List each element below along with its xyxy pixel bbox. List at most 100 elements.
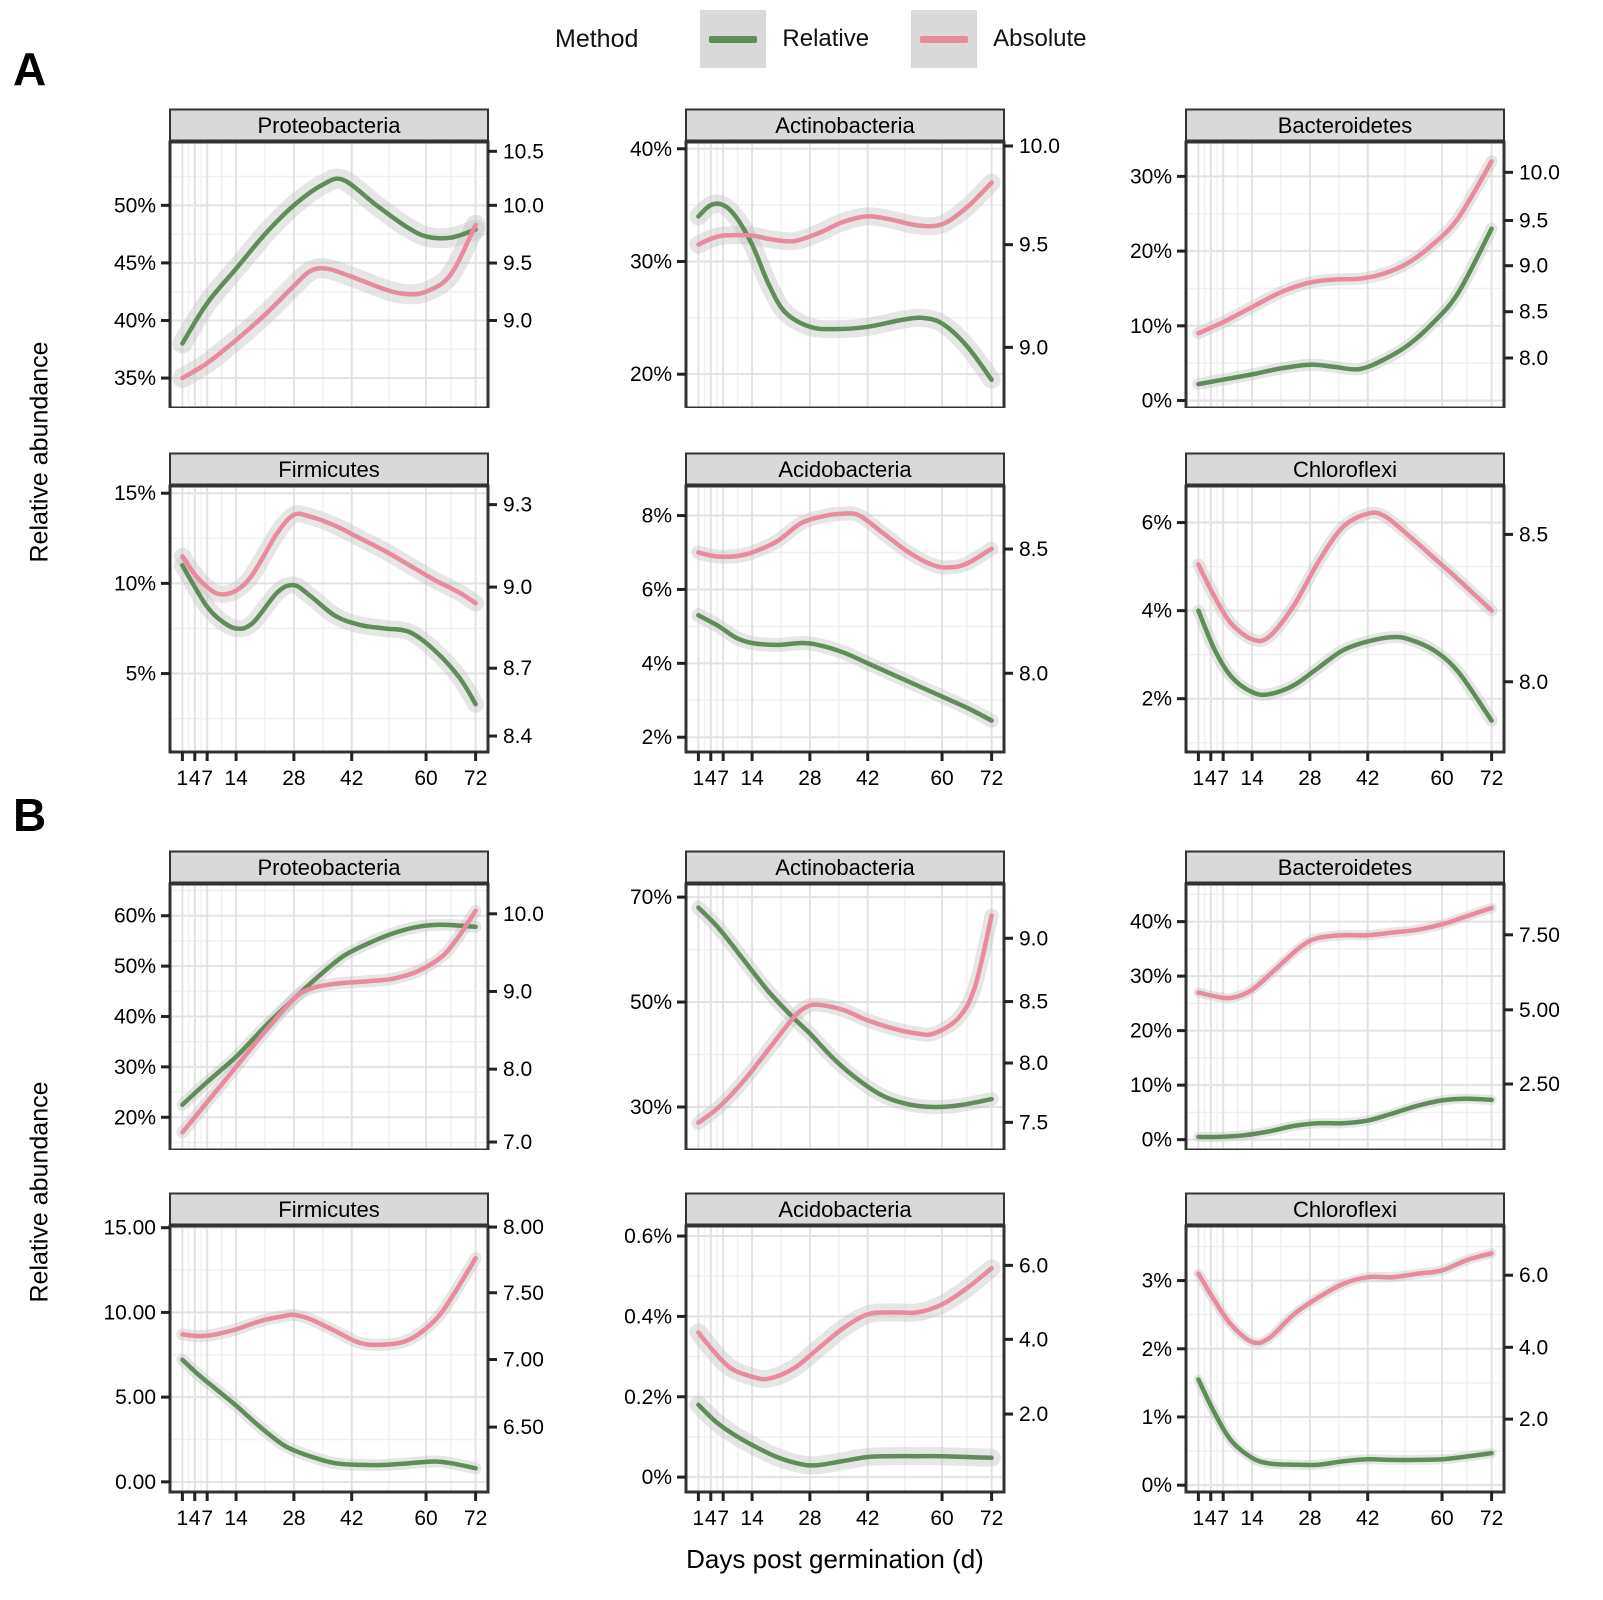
right-tick-label: 8.5 [1519, 523, 1548, 546]
legend-title: Method [555, 24, 639, 53]
grid-minor [1186, 884, 1504, 1150]
right-tick-label: 9.0 [503, 309, 532, 332]
absolute-line [1196, 1251, 1494, 1346]
axis-ticks [1177, 1273, 1513, 1501]
grid-major [1186, 142, 1504, 408]
facet-plot-proteobacteria: Proteobacteria 35% 40% 45% 50% 9.0 9.5 10.0 10.5 [114, 108, 544, 410]
left-tick-label: 50% [630, 991, 672, 1014]
facet-plot-actinobacteria: Actinobacteria 20% 30% 40% 9.0 9.5 10.0 [630, 108, 1060, 410]
x-tick-label: 1 [177, 767, 189, 790]
x-tick-label: 60 [930, 1507, 953, 1530]
x-tick-label: 72 [464, 767, 487, 790]
right-tick-label: 6.0 [1019, 1254, 1048, 1277]
x-tick-label: 7 [201, 1507, 213, 1530]
right-tick-label: 9.0 [1519, 255, 1548, 278]
left-tick-label: 15% [114, 482, 156, 505]
left-tick-label: 40% [1130, 911, 1172, 934]
series-group [689, 173, 1001, 389]
grid-minor [1186, 486, 1504, 752]
left-tick-label: 20% [1130, 240, 1172, 263]
left-tick-label: 70% [630, 886, 672, 909]
series-group [691, 900, 999, 1130]
series-group [172, 168, 486, 389]
axis-ticks [677, 895, 1013, 1124]
right-tick-label: 2.50 [1519, 1073, 1560, 1096]
x-tick-label: 72 [980, 767, 1003, 790]
left-tick-label: 40% [114, 309, 156, 332]
x-tick-label: 42 [856, 767, 879, 790]
facet-plot-bacteroidetes: Bacteroidetes 0% 10% 20% 30% 40% 2.50 5.00 7.50 [1130, 850, 1560, 1152]
x-tick-label: 14 [740, 767, 764, 790]
panel-b-label: B [13, 789, 47, 841]
facet-title: Actinobacteria [775, 855, 915, 880]
facet-firmicutes-a: Firmicutes 5% 10% 15% 8.4 8.7 9.0 9.3 1 4 7 14 28 42 6… [92, 452, 562, 797]
grid-minor [686, 884, 1004, 1150]
left-tick-label: 10% [1130, 1074, 1172, 1097]
x-tick-label: 1 [1193, 767, 1205, 790]
x-tick-label: 28 [798, 1507, 821, 1530]
right-tick-label: 8.0 [1019, 1052, 1048, 1075]
x-tick-label: 60 [414, 767, 437, 790]
facet-title: Firmicutes [278, 1197, 379, 1222]
legend-key-absolute [911, 10, 978, 68]
facet-strip [685, 452, 1005, 486]
facet-actinobacteria-b: Actinobacteria 30% 50% 70% 7.5 8.0 8.5 9.0 [608, 850, 1078, 1155]
left-tick-label: 30% [1130, 165, 1172, 188]
facet-title: Proteobacteria [257, 113, 401, 138]
series-group [176, 904, 482, 1139]
x-tick-label: 72 [980, 1507, 1003, 1530]
x-tick-label: 14 [1240, 1507, 1264, 1530]
facet-title: Actinobacteria [775, 113, 915, 138]
relative-line [696, 613, 994, 723]
absolute-line [696, 180, 994, 247]
x-tick-label: 60 [1430, 767, 1453, 790]
right-tick-label: 8.5 [1019, 538, 1048, 561]
left-tick-label: 20% [114, 1106, 156, 1129]
left-tick-label: 2% [642, 726, 672, 749]
absolute-line [180, 908, 478, 1135]
absolute-line [1196, 159, 1494, 336]
series-group [691, 506, 999, 728]
facet-strip [169, 850, 489, 884]
relative-line [180, 176, 478, 346]
right-tick-label: 9.0 [503, 576, 532, 599]
grid-minor [686, 486, 1004, 752]
left-tick-label: 1% [1142, 1406, 1172, 1429]
x-tick-label: 4 [1205, 1507, 1217, 1530]
left-tick-label: 0.00 [115, 1471, 156, 1494]
left-tick-label: 10.00 [103, 1301, 156, 1324]
right-tick-label: 8.00 [503, 1216, 544, 1239]
x-tick-label: 14 [224, 767, 248, 790]
series-group [1193, 903, 1497, 1143]
axis-ticks [677, 1234, 1013, 1501]
facet-plot-bacteroidetes: Bacteroidetes 0% 10% 20% 30% 8.0 8.5 9.0 9.5 10.0 [1130, 108, 1560, 413]
absolute-line [696, 511, 994, 570]
x-tick-label: 4 [189, 1507, 201, 1530]
left-tick-label: 20% [630, 363, 672, 386]
absolute-line [1196, 905, 1494, 1001]
panel-a-label: A [13, 43, 47, 95]
left-tick-label: 6% [1142, 512, 1172, 535]
x-tick-label: 7 [717, 1507, 729, 1530]
absolute-line [696, 1265, 994, 1382]
facet-chloroflexi-b: Chloroflexi 0% 1% 2% 3% 2.0 4.0 6.0 1 4 7 14 28 42 60 7… [1108, 1192, 1578, 1537]
relative-line [696, 1402, 994, 1468]
right-tick-label: 8.0 [1519, 671, 1548, 694]
x-tick-label: 7 [201, 767, 213, 790]
grid-major [1186, 486, 1504, 752]
x-tick-label: 28 [1298, 767, 1321, 790]
x-tick-label: 28 [282, 767, 305, 790]
facet-chloroflexi-a: Chloroflexi 2% 4% 6% 8.0 8.5 1 4 7 14 28 42 60 72 [1108, 452, 1578, 797]
absolute-line-swatch [920, 35, 969, 43]
right-tick-label: 4.0 [1019, 1328, 1048, 1351]
legend: Method Relative Absolute [555, 10, 1129, 68]
facet-title: Acidobacteria [778, 1197, 912, 1222]
left-tick-label: 0.6% [624, 1225, 672, 1248]
right-tick-label: 9.0 [503, 980, 532, 1003]
x-tick-label: 60 [1430, 1507, 1453, 1530]
facet-title: Chloroflexi [1293, 457, 1397, 482]
relative-line [180, 563, 478, 707]
left-tick-label: 0% [1142, 1474, 1172, 1497]
